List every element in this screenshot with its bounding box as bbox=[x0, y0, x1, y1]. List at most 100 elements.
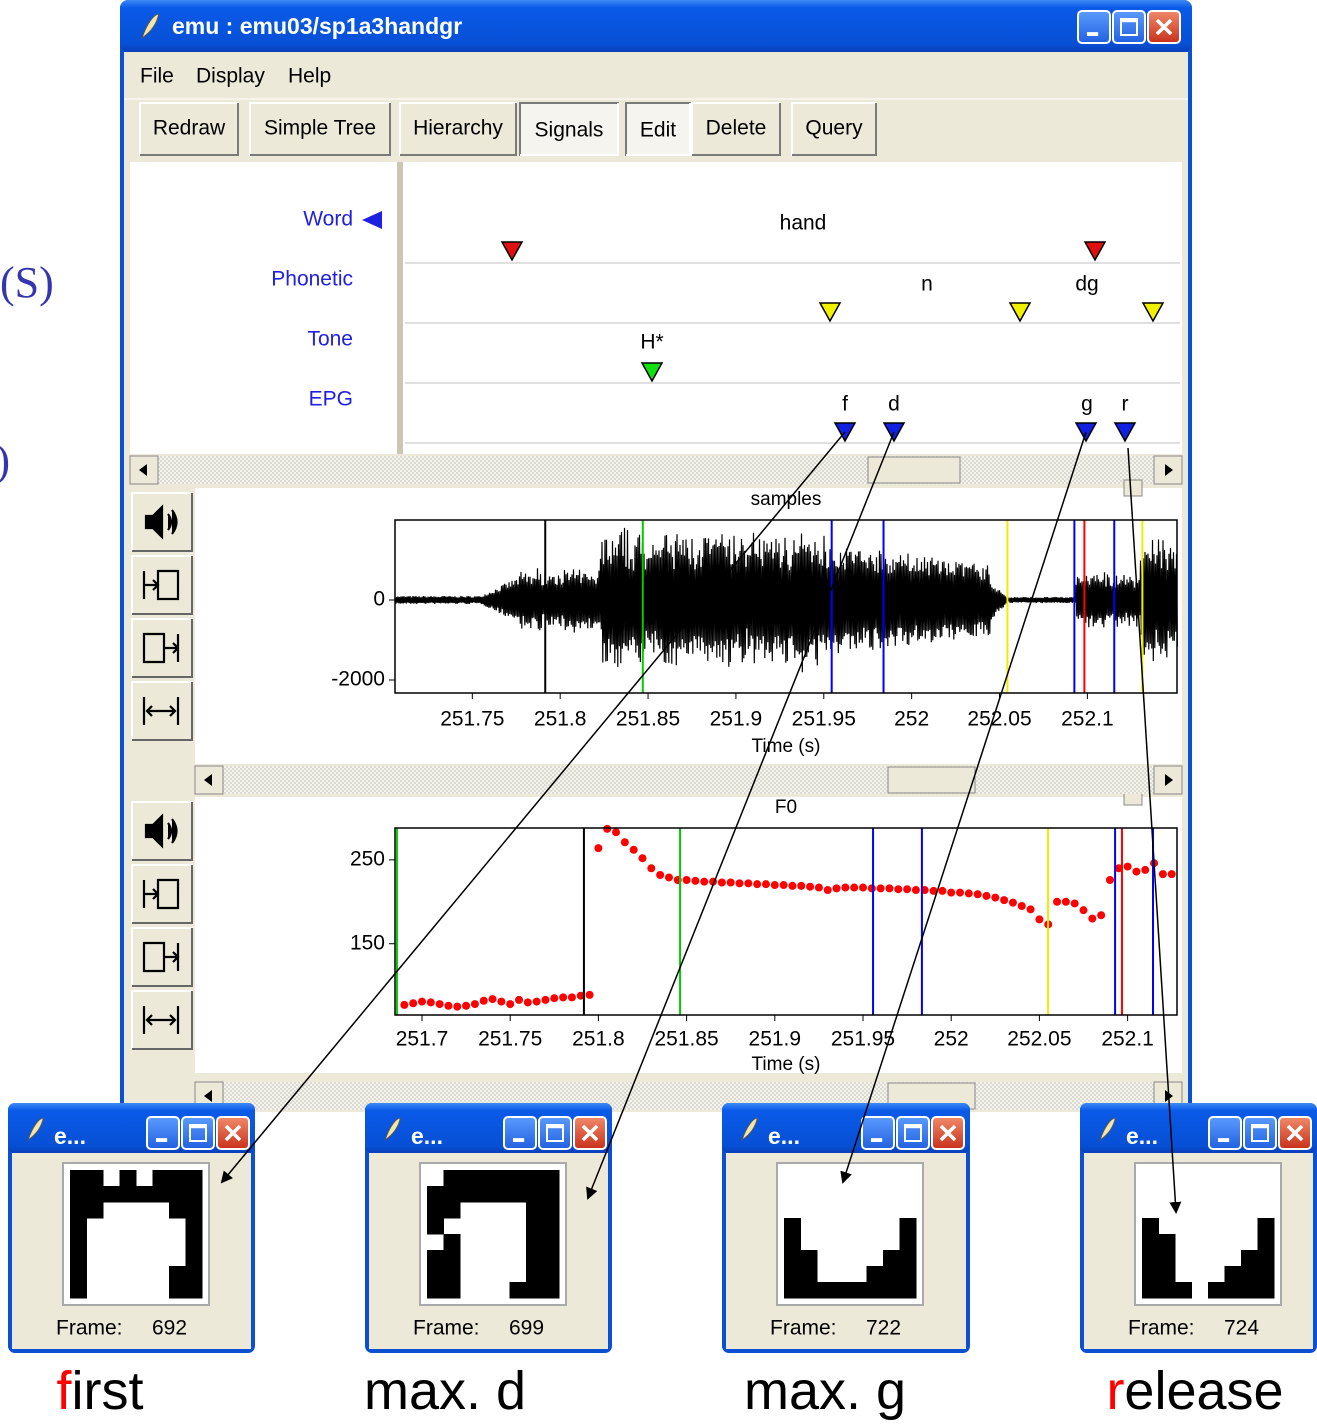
panel-button[interactable] bbox=[131, 927, 193, 987]
toolbar-label[interactable]: Hierarchy bbox=[413, 117, 503, 140]
panel-button[interactable] bbox=[131, 555, 193, 615]
toolbar-button[interactable] bbox=[791, 102, 877, 156]
scrollbar-track[interactable] bbox=[195, 766, 1182, 794]
epg-contact bbox=[169, 1202, 186, 1219]
minimize-button[interactable] bbox=[503, 1116, 537, 1150]
maximize-glyph bbox=[1121, 19, 1137, 23]
epg-contact bbox=[136, 1186, 153, 1203]
tier-name[interactable]: EPG bbox=[309, 388, 353, 411]
scrollbar-track[interactable] bbox=[130, 456, 1182, 484]
chart: F0 251.7 251.75 251.8 251.85 251.9 251.95 252 25… bbox=[350, 797, 1178, 1075]
arrow bbox=[1127, 447, 1182, 1214]
boundary-marker[interactable] bbox=[1008, 302, 1032, 323]
minimize-button[interactable] bbox=[146, 1116, 180, 1150]
segment-label[interactable]: H* bbox=[640, 331, 663, 354]
f0-point bbox=[761, 880, 770, 889]
slider-thumb[interactable] bbox=[1123, 479, 1143, 497]
plot-area bbox=[395, 828, 1177, 1015]
scroll-thumb[interactable] bbox=[867, 456, 961, 484]
panel-button[interactable] bbox=[131, 864, 193, 924]
segment-label[interactable]: dg bbox=[1075, 273, 1098, 296]
minimize-button[interactable] bbox=[1208, 1116, 1242, 1150]
x-tick-label: 251.8 bbox=[572, 1028, 625, 1051]
segment-label[interactable]: d bbox=[888, 393, 900, 416]
epg-contact bbox=[185, 1186, 203, 1203]
epg-contact bbox=[1158, 1234, 1176, 1251]
window-title: e... bbox=[54, 1123, 86, 1149]
epg-contact bbox=[542, 1234, 560, 1251]
maximize-button[interactable] bbox=[538, 1116, 572, 1150]
title-bar bbox=[120, 0, 1192, 52]
button-shadow bbox=[132, 802, 193, 861]
segment-label[interactable]: r bbox=[1122, 393, 1129, 416]
epg-contact bbox=[86, 1186, 104, 1203]
epg-contact bbox=[185, 1250, 203, 1267]
segment-label[interactable]: hand bbox=[780, 212, 827, 235]
tier-name[interactable]: Tone bbox=[307, 328, 353, 351]
boundary-marker[interactable] bbox=[1113, 422, 1137, 443]
toolbar-label[interactable]: Delete bbox=[706, 117, 767, 140]
tier-name[interactable]: Word bbox=[303, 208, 353, 231]
menu-item[interactable]: Display bbox=[196, 65, 265, 88]
epg-contact bbox=[784, 1218, 801, 1235]
epg-contact bbox=[526, 1282, 543, 1299]
toolbar-button[interactable] bbox=[625, 102, 691, 156]
f0-point bbox=[497, 997, 506, 1006]
caption-initial: f bbox=[57, 1361, 73, 1421]
f0-point bbox=[744, 879, 753, 888]
toolbar-label[interactable]: Redraw bbox=[153, 117, 226, 140]
epg-contact bbox=[70, 1234, 87, 1251]
toolbar-label[interactable]: Signals bbox=[535, 119, 604, 142]
caption: max. g bbox=[744, 1361, 906, 1421]
epg-contact bbox=[1208, 1282, 1225, 1299]
boundary-marker[interactable] bbox=[818, 302, 842, 323]
toolbar-button[interactable] bbox=[139, 102, 239, 156]
minimize-glyph bbox=[1217, 1138, 1230, 1142]
boundary-marker[interactable] bbox=[1083, 241, 1107, 262]
toolbar-label[interactable]: Simple Tree bbox=[264, 117, 376, 140]
epg-contact bbox=[86, 1202, 104, 1219]
boundary-marker[interactable] bbox=[640, 362, 664, 383]
epg-window: e... Frame: 722 max. g bbox=[722, 1103, 970, 1421]
f0-point bbox=[788, 881, 797, 890]
boundary-marker[interactable] bbox=[500, 241, 524, 262]
minimize-button[interactable] bbox=[861, 1116, 895, 1150]
epg-contact bbox=[185, 1218, 203, 1235]
tier-name[interactable]: Phonetic bbox=[271, 268, 353, 291]
toolbar-label[interactable]: Edit bbox=[640, 119, 676, 142]
segment-label[interactable]: n bbox=[921, 273, 933, 296]
x-tick-label: 251.95 bbox=[831, 1028, 895, 1051]
toolbar-button[interactable] bbox=[519, 102, 619, 156]
button-shadow bbox=[132, 865, 193, 924]
epg-contact bbox=[850, 1282, 867, 1299]
epg-contact bbox=[509, 1282, 527, 1299]
boundary-marker[interactable] bbox=[1141, 302, 1165, 323]
scrollbar-track[interactable] bbox=[195, 1082, 1182, 1110]
panel-button[interactable] bbox=[131, 618, 193, 678]
epg-contact bbox=[1142, 1234, 1159, 1251]
maximize-button[interactable] bbox=[1243, 1116, 1277, 1150]
epg-contact bbox=[119, 1186, 137, 1203]
minimize-button[interactable] bbox=[1077, 10, 1111, 44]
f0-point bbox=[400, 1000, 409, 1009]
minimize-glyph bbox=[1086, 32, 1099, 36]
side-text: ) bbox=[0, 436, 10, 485]
epg-window: e... Frame: 692 first bbox=[8, 1103, 255, 1421]
menu-item[interactable]: Help bbox=[288, 65, 331, 88]
f0-point bbox=[444, 1001, 453, 1010]
f0-point bbox=[479, 996, 488, 1005]
maximize-button[interactable] bbox=[181, 1116, 215, 1150]
maximize-button[interactable] bbox=[1112, 10, 1146, 44]
frame-label: Frame: bbox=[413, 1317, 480, 1340]
menu-item[interactable]: File bbox=[140, 65, 174, 88]
f0-point bbox=[1017, 901, 1026, 910]
toolbar-label[interactable]: Query bbox=[805, 117, 863, 140]
f0-point bbox=[612, 828, 621, 837]
scroll-thumb[interactable] bbox=[887, 766, 976, 794]
maximize-button[interactable] bbox=[896, 1116, 930, 1150]
button-shadow bbox=[132, 682, 193, 741]
segment-label[interactable]: g bbox=[1081, 393, 1093, 416]
epg-contact bbox=[542, 1282, 560, 1299]
x-tick-label: 251.85 bbox=[616, 708, 680, 731]
segment-label[interactable]: f bbox=[842, 393, 848, 416]
